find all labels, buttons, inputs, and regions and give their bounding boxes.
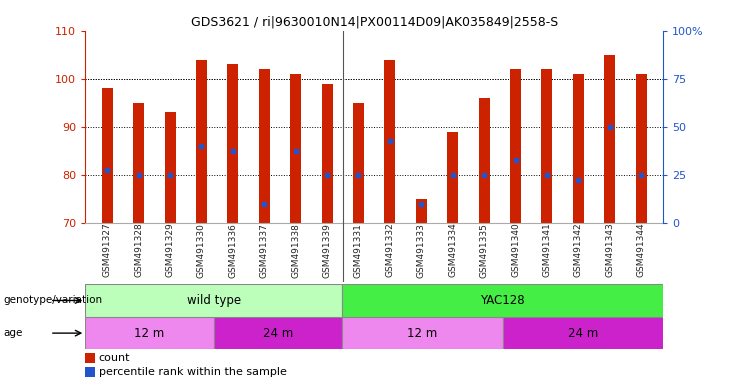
Bar <box>510 69 521 223</box>
Text: GSM491342: GSM491342 <box>574 223 583 277</box>
Bar <box>342 317 502 349</box>
Bar <box>542 69 553 223</box>
Text: percentile rank within the sample: percentile rank within the sample <box>99 367 287 377</box>
Text: GSM491335: GSM491335 <box>479 223 488 278</box>
Text: GSM491341: GSM491341 <box>542 223 551 278</box>
Text: GSM491336: GSM491336 <box>228 223 237 278</box>
Text: genotype/variation: genotype/variation <box>4 295 103 306</box>
Text: GSM491331: GSM491331 <box>354 223 363 278</box>
Text: GSM491337: GSM491337 <box>260 223 269 278</box>
Text: GSM491343: GSM491343 <box>605 223 614 278</box>
Bar <box>605 55 615 223</box>
Bar <box>196 60 207 223</box>
Bar <box>342 284 663 317</box>
Bar <box>448 131 458 223</box>
Text: GSM491330: GSM491330 <box>197 223 206 278</box>
Bar <box>85 317 213 349</box>
Text: GSM491340: GSM491340 <box>511 223 520 278</box>
Bar <box>165 112 176 223</box>
Text: 24 m: 24 m <box>263 327 293 339</box>
Text: count: count <box>99 353 130 363</box>
Bar <box>85 284 342 317</box>
Text: 24 m: 24 m <box>568 327 598 339</box>
Text: GSM491344: GSM491344 <box>637 223 645 277</box>
Text: age: age <box>4 328 23 338</box>
Text: 12 m: 12 m <box>134 327 165 339</box>
Text: GSM491339: GSM491339 <box>322 223 331 278</box>
Bar <box>636 74 647 223</box>
Text: GSM491333: GSM491333 <box>417 223 426 278</box>
Bar <box>322 84 333 223</box>
Bar <box>133 103 144 223</box>
Bar <box>290 74 301 223</box>
Text: GSM491334: GSM491334 <box>448 223 457 278</box>
Text: GSM491328: GSM491328 <box>134 223 143 278</box>
Bar <box>102 88 113 223</box>
Bar <box>573 74 584 223</box>
Bar <box>385 60 396 223</box>
Text: wild type: wild type <box>187 294 241 307</box>
Bar <box>479 98 490 223</box>
Text: YAC128: YAC128 <box>480 294 525 307</box>
Title: GDS3621 / ri|9630010N14|PX00114D09|AK035849|2558-S: GDS3621 / ri|9630010N14|PX00114D09|AK035… <box>190 15 558 28</box>
Bar <box>259 69 270 223</box>
Text: GSM491338: GSM491338 <box>291 223 300 278</box>
Bar <box>213 317 342 349</box>
Text: GSM491327: GSM491327 <box>103 223 112 278</box>
Text: GSM491329: GSM491329 <box>165 223 175 278</box>
Bar <box>416 199 427 223</box>
Bar <box>227 64 239 223</box>
Bar <box>353 103 364 223</box>
Text: 12 m: 12 m <box>408 327 437 339</box>
Bar <box>502 317 663 349</box>
Text: GSM491332: GSM491332 <box>385 223 394 278</box>
